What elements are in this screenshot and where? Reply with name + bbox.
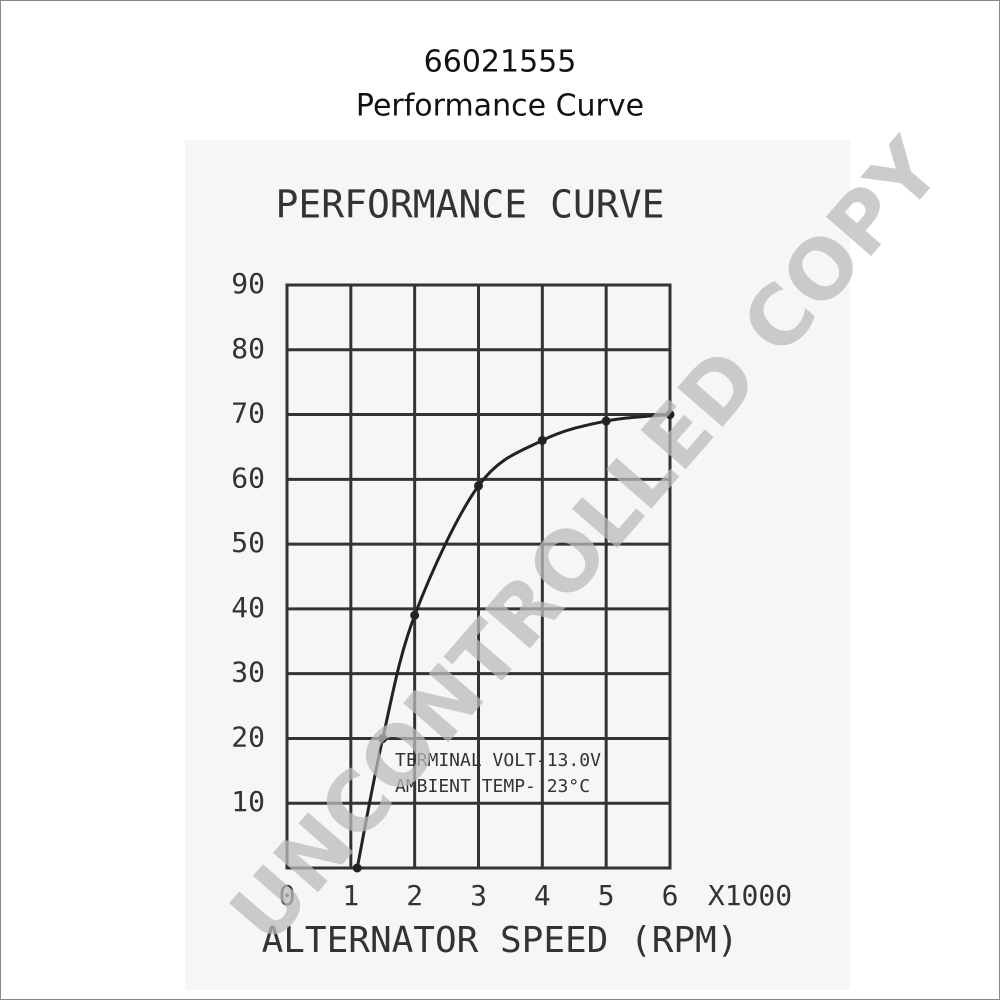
data-point: [474, 481, 483, 491]
x-tick-label: 1: [342, 879, 359, 912]
x-tick-label: 5: [598, 879, 615, 912]
chart-title: PERFORMANCE CURVE: [276, 183, 665, 227]
y-tick-label: 40: [231, 591, 265, 624]
x-tick-label: 4: [534, 879, 551, 912]
x-tick-label: 6: [662, 879, 679, 912]
data-point: [410, 610, 420, 620]
annotation: TERMINAL VOLT-13.0V: [395, 750, 601, 771]
y-tick-label: 80: [231, 332, 265, 365]
scan-background: [185, 140, 850, 990]
y-tick-label: 10: [231, 785, 265, 818]
y-tick-label: 50: [231, 526, 265, 559]
y-tick-label: 20: [231, 720, 265, 753]
x-axis-label: ALTERNATOR SPEED (RPM): [262, 920, 739, 961]
data-point: [665, 410, 675, 420]
y-tick-label: 60: [231, 461, 265, 494]
x-tick-label: 3: [470, 879, 487, 912]
annotation-box: [385, 745, 640, 803]
data-point: [352, 863, 362, 873]
title: 66021555: [424, 45, 577, 80]
data-point: [601, 416, 611, 426]
plot-area: 10 20 30 40 50 60 70 80 90 0 1 2 3 4 5 6: [231, 267, 678, 912]
y-tick-label: 30: [231, 656, 265, 689]
data-point: [378, 733, 388, 743]
subtitle: Performance Curve: [356, 89, 644, 124]
y-tick-label: 70: [231, 397, 265, 430]
x-tick-label: 2: [406, 879, 423, 912]
x-tick-label: 0: [279, 879, 296, 912]
x-unit-label: X1000: [708, 879, 792, 912]
y-tick-label: 90: [231, 267, 265, 300]
data-point: [537, 435, 547, 445]
